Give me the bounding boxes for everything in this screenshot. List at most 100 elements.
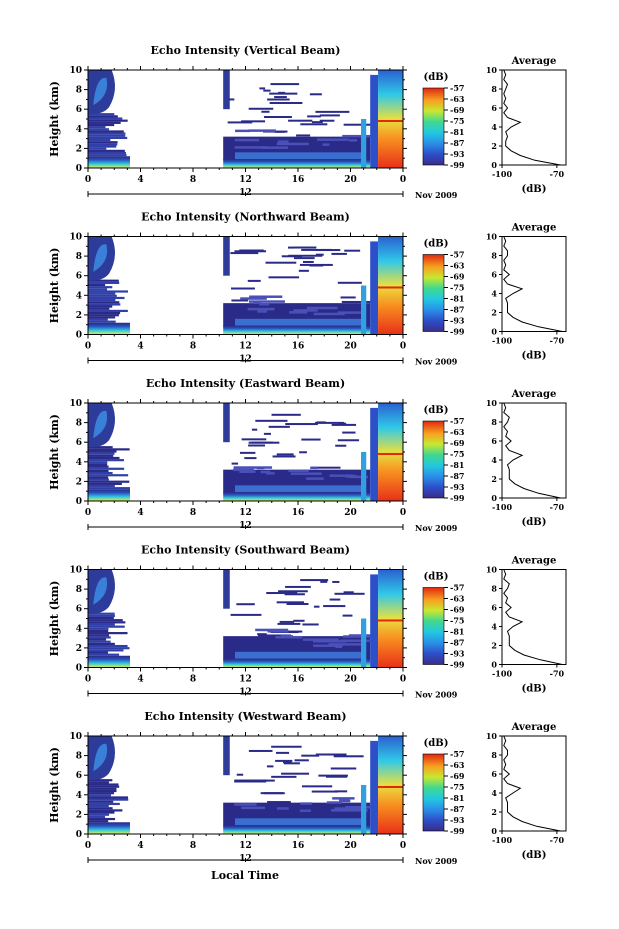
- heatmap-layer: [249, 295, 283, 298]
- heatmap-layer: [274, 96, 287, 99]
- heatmap-plume-right: [223, 70, 230, 110]
- heatmap-layer: [340, 799, 351, 803]
- heatmap-layer: [88, 134, 126, 137]
- x-tick-label: 4: [137, 342, 143, 352]
- heatmap-layer: [289, 311, 308, 314]
- heatmap-strip: [361, 452, 367, 501]
- heatmap-layer: [88, 614, 115, 617]
- date-label: Nov 2009: [415, 523, 458, 533]
- panel-title: Echo Intensity (Vertical Beam): [150, 44, 340, 57]
- heatmap-layer: [227, 121, 253, 124]
- average-y-tick-label: 2: [491, 141, 497, 151]
- heatmap-layer: [88, 800, 114, 803]
- colorbar-tick-label: -87: [450, 804, 464, 814]
- secondary-tick-label: 12: [239, 188, 252, 198]
- heatmap-layer: [313, 644, 343, 647]
- heatmap-layer: [260, 792, 284, 795]
- heatmap-hot-layer: [378, 619, 403, 622]
- x-tick-label: 4: [137, 175, 143, 185]
- heatmap-layer: [88, 121, 121, 124]
- heatmap-layer: [269, 101, 303, 104]
- heatmap-layer: [88, 123, 115, 127]
- y-tick-label: 8: [76, 585, 82, 595]
- y-axis-label: Height (km): [48, 248, 61, 324]
- colorbar-tick-label: -63: [450, 94, 465, 104]
- average-y-tick-label: 4: [491, 788, 497, 798]
- heatmap-layer: [88, 487, 130, 490]
- colorbar-label: (dB): [424, 239, 449, 250]
- heatmap-layer: [341, 300, 372, 303]
- colorbar-tick-label: -57: [450, 250, 464, 260]
- heatmap-layer: [88, 471, 113, 475]
- x-tick-label: 16: [292, 508, 305, 518]
- colorbar-tick-label: -69: [450, 605, 465, 615]
- heatmap-layer: [293, 257, 315, 260]
- colorbar: [422, 420, 445, 499]
- heatmap-layer: [299, 451, 307, 454]
- average-xlabel: (dB): [522, 351, 547, 362]
- average-frame: [501, 69, 567, 166]
- heatmap-hot-column: [378, 569, 403, 668]
- heatmap-layer: [326, 801, 342, 804]
- x-tick-label: 12: [239, 675, 252, 685]
- average-y-tick-label: 4: [491, 622, 497, 632]
- colorbar-tick-label: -57: [450, 583, 464, 593]
- heatmap-layer: [257, 310, 268, 313]
- y-tick-label: 8: [76, 419, 82, 429]
- heatmap-layer: [88, 283, 106, 287]
- average-y-tick-label: 6: [491, 603, 497, 613]
- heatmap-layer: [301, 785, 333, 788]
- heatmap-layer: [88, 478, 109, 481]
- heatmap-layer: [278, 590, 308, 593]
- heatmap-layer: [88, 136, 128, 140]
- secondary-tick-label: 12: [239, 854, 252, 864]
- average-title: Average: [511, 556, 557, 567]
- average-frame: [501, 236, 567, 332]
- heatmap-band-mid: [235, 651, 364, 659]
- heatmap-layer: [276, 142, 309, 146]
- heatmap-layer: [88, 783, 119, 786]
- average-xlabel: (dB): [522, 850, 547, 861]
- heatmap-layer: [88, 281, 120, 284]
- x-tick-label: 8: [190, 675, 196, 685]
- heatmap-layer: [277, 622, 301, 625]
- heatmap-layer: [234, 146, 268, 149]
- heatmap-layer: [301, 438, 321, 441]
- heatmap-layer: [88, 632, 128, 635]
- heatmap-layer: [88, 279, 119, 282]
- heatmap-layer: [236, 603, 255, 606]
- heatmap-hot-layer: [378, 119, 403, 122]
- heatmap-layer: [230, 613, 262, 616]
- heatmap-layer: [231, 299, 249, 302]
- heatmap-layer: [334, 592, 365, 595]
- heatmap-layer: [281, 635, 293, 638]
- y-axis-label: Height (km): [48, 414, 61, 490]
- heatmap-layer: [88, 113, 115, 116]
- heatmap-layer: [88, 454, 114, 457]
- heatmap-layer: [234, 138, 260, 142]
- heatmap-layer: [329, 598, 341, 601]
- average-y-tick-label: 4: [491, 289, 497, 299]
- heatmap-layer: [88, 619, 123, 622]
- heatmap-layer: [88, 290, 128, 293]
- heatmap-layer: [283, 762, 300, 765]
- heatmap-layer: [88, 461, 108, 464]
- x-tick-label: 4: [137, 675, 143, 685]
- heatmap-layer: [320, 580, 328, 583]
- y-tick-label: 8: [76, 752, 82, 762]
- heatmap-layer: [333, 755, 364, 758]
- average-y-tick-label: 0: [491, 826, 497, 836]
- average-title: Average: [511, 56, 557, 67]
- average-y-tick-label: 10: [486, 565, 498, 575]
- x-tick-label: 4: [137, 508, 143, 518]
- heatmap-layer: [334, 790, 348, 793]
- panel-title: Echo Intensity (Southward Beam): [141, 544, 350, 557]
- colorbar-tick-label: -81: [450, 294, 464, 304]
- heatmap-layer: [288, 254, 323, 257]
- heatmap-layer: [88, 647, 130, 650]
- heatmap-layer: [259, 87, 266, 90]
- heatmap-layer: [294, 759, 309, 762]
- colorbar-tick-label: -93: [450, 149, 465, 159]
- heatmap-layer: [275, 751, 290, 754]
- average-y-tick-label: 10: [486, 232, 498, 242]
